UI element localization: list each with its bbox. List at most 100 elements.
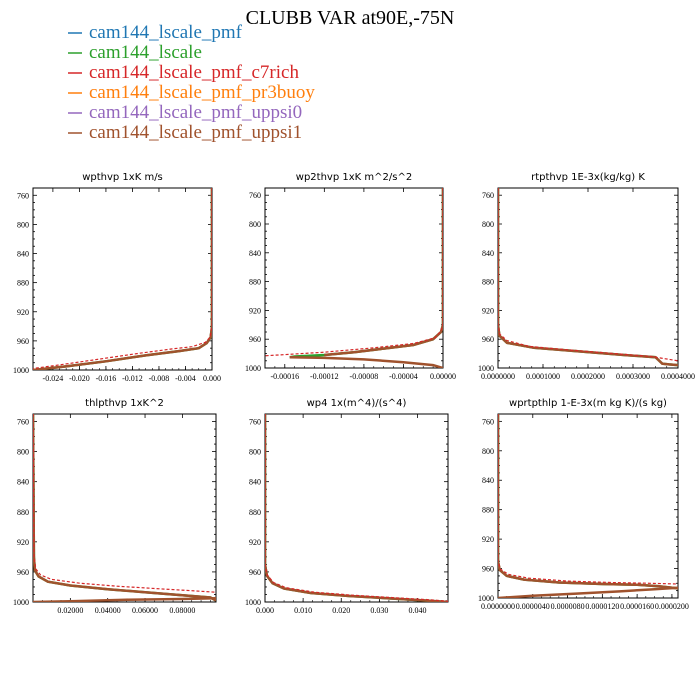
x-tick-label: 0.030 — [370, 606, 388, 615]
x-tick-label: 0.0002000 — [571, 372, 605, 381]
x-tick-label: -0.00016 — [270, 372, 299, 381]
legend-label-5: cam144_lscale_pmf_uppsi0 — [89, 102, 302, 123]
x-tick-label: 0.020 — [332, 606, 350, 615]
y-tick-label: 920 — [482, 306, 494, 315]
x-tick-label: 0.0001000 — [526, 372, 560, 381]
y-tick-label: 840 — [482, 249, 494, 258]
x-tick-label: -0.008 — [149, 374, 170, 383]
plot-frame — [497, 187, 679, 369]
series-line-2 — [498, 188, 678, 367]
x-tick-label: 0.040 — [409, 606, 427, 615]
x-tick-label: 0.0000120 — [585, 602, 619, 611]
series-line-6 — [33, 596, 216, 602]
y-tick-label: 760 — [249, 191, 261, 200]
series-line-6 — [33, 414, 216, 602]
x-tick-label: 0.02000 — [57, 606, 83, 615]
plot-frame — [497, 413, 679, 599]
chart-panel-4: thlpthvp 1xK^2 760 800 840 880 920 960 1000 0.02… — [13, 398, 217, 615]
series-line-3 — [33, 414, 216, 593]
chart-panels: wpthvp 1xK m/s 760 800 840 880 920 960 1000 -0.0… — [13, 172, 695, 615]
figure-title: CLUBB VAR at90E,-75N — [246, 7, 455, 29]
panel-title: wp2thvp 1xK m^2/s^2 — [296, 172, 412, 183]
y-tick-label: 840 — [17, 250, 29, 259]
x-tick-label: 0.0000160 — [620, 602, 654, 611]
y-tick-label: 800 — [482, 220, 494, 229]
y-tick-label: 1000 — [245, 364, 261, 373]
legend-label-1: cam144_lscale_pmf — [89, 22, 243, 43]
y-tick-label: 1000 — [478, 364, 494, 373]
x-tick-label: -0.00004 — [389, 372, 418, 381]
x-tick-label: -0.00008 — [350, 372, 379, 381]
panel-title: wpthvp 1xK m/s — [82, 172, 163, 183]
chart-panel-1: wpthvp 1xK m/s 760 800 840 880 920 960 1000 -0.0… — [13, 172, 221, 383]
y-tick-label: 880 — [482, 278, 494, 287]
panel-title: rtpthvp 1E-3x(kg/kg) K — [531, 172, 645, 183]
y-tick-label: 760 — [482, 417, 494, 426]
series-line-6 — [498, 188, 678, 367]
legend-label-3: cam144_lscale_pmf_c7rich — [89, 62, 299, 83]
x-tick-label: 0.0000080 — [551, 602, 585, 611]
y-tick-label: 800 — [17, 220, 29, 229]
y-tick-label: 840 — [17, 478, 29, 487]
x-tick-label: 0.06000 — [132, 606, 158, 615]
y-tick-label: 960 — [482, 565, 494, 574]
series-line-2 — [289, 188, 443, 359]
series-line-2 — [498, 414, 678, 590]
y-tick-label: 920 — [249, 306, 261, 315]
y-tick-label: 880 — [249, 278, 261, 287]
series-line-6 — [498, 586, 678, 598]
y-tick-label: 760 — [482, 191, 494, 200]
y-tick-label: 880 — [482, 506, 494, 515]
y-tick-label: 880 — [17, 508, 29, 517]
x-tick-label: 0.0000040 — [516, 602, 550, 611]
plot-frame — [264, 413, 449, 603]
y-tick-label: 800 — [482, 447, 494, 456]
series-line-2 — [33, 414, 216, 602]
x-tick-label: 0.0004000 — [661, 372, 695, 381]
y-tick-label: 880 — [17, 279, 29, 288]
panel-title: wprtpthlp 1-E-3x(m kg K)/(s kg) — [509, 398, 667, 409]
chart-panel-5: wp4 1x(m^4)/(s^4)76080084088092096010000… — [245, 398, 449, 615]
plot-frame — [264, 187, 444, 369]
chart-panel-2: wp2thvp 1xK m^2/s^2 760 800 840 880 920 960 100… — [245, 172, 456, 381]
series-line-3 — [498, 188, 678, 362]
y-tick-label: 1000 — [245, 598, 261, 607]
x-tick-label: 0.0003000 — [616, 372, 650, 381]
y-tick-label: 920 — [17, 538, 29, 547]
x-tick-label: 0.000 — [256, 606, 274, 615]
x-tick-label: 0.04000 — [95, 606, 121, 615]
series-line-3 — [33, 188, 212, 370]
series-line-3 — [265, 414, 448, 602]
legend-label-2: cam144_lscale — [89, 42, 202, 63]
legend-label-4: cam144_lscale_pmf_pr3buoy — [89, 82, 315, 103]
y-tick-label: 960 — [482, 335, 494, 344]
y-tick-label: 840 — [249, 249, 261, 258]
panel-title: wp4 1x(m^4)/(s^4) — [307, 398, 407, 409]
y-tick-label: 760 — [17, 191, 29, 200]
series-line-6 — [498, 414, 678, 590]
y-tick-label: 960 — [17, 568, 29, 577]
y-tick-label: 960 — [249, 568, 261, 577]
x-tick-label: 0.0000000 — [481, 602, 515, 611]
y-tick-label: 920 — [249, 538, 261, 547]
series-line-2 — [265, 414, 448, 602]
legend: cam144_lscale_pmfcam144_lscalecam144_lsc… — [68, 22, 315, 143]
y-tick-label: 800 — [17, 448, 29, 457]
series-line-2 — [33, 188, 212, 370]
plot-frame — [32, 413, 217, 603]
x-tick-label: -0.004 — [175, 374, 196, 383]
y-tick-label: 840 — [482, 476, 494, 485]
legend-label-6: cam144_lscale_pmf_uppsi1 — [89, 122, 302, 143]
x-tick-label: 0.00000 — [430, 372, 456, 381]
panel-title: thlpthvp 1xK^2 — [85, 398, 164, 409]
y-tick-label: 760 — [249, 418, 261, 427]
x-tick-label: 0.0000000 — [481, 372, 515, 381]
chart-panel-3: rtpthvp 1E-3x(kg/kg) K 760 800 840 880 920 960… — [478, 172, 695, 381]
y-tick-label: 800 — [249, 448, 261, 457]
y-tick-label: 800 — [249, 220, 261, 229]
y-tick-label: 880 — [249, 508, 261, 517]
x-tick-label: -0.024 — [43, 374, 64, 383]
x-tick-label: -0.012 — [122, 374, 143, 383]
series-line-6 — [289, 355, 443, 368]
x-tick-label: 0.010 — [294, 606, 312, 615]
